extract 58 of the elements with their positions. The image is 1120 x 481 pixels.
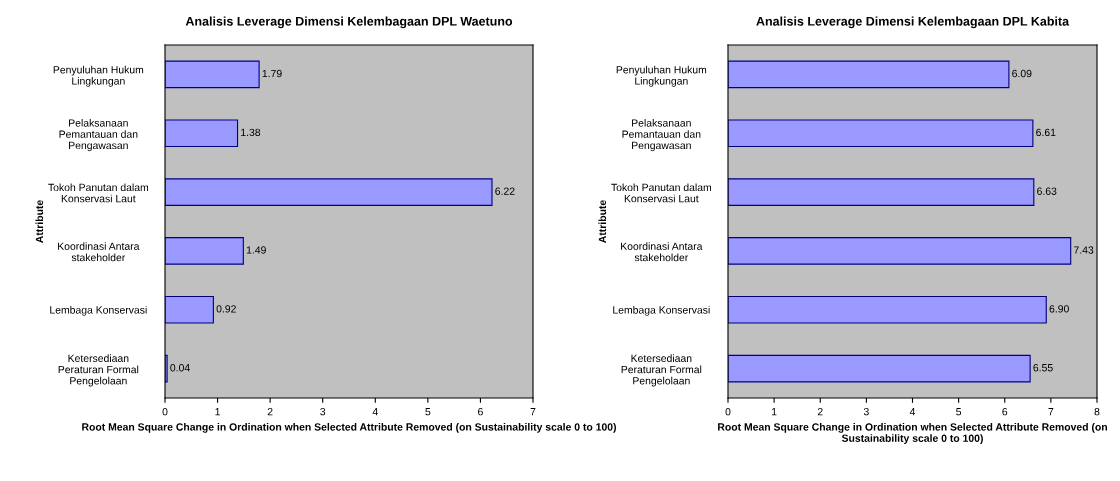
data-label: 1.49 (246, 246, 266, 254)
bar (728, 237, 1072, 265)
bar (728, 60, 1010, 89)
y-tick-label: Pelaksanaan Pemantauan dan Pengawasan (59, 119, 138, 152)
x-tick-label: 0 (725, 408, 731, 416)
y-tick-label: Pelaksanaan Pemantauan dan Pengawasan (622, 119, 701, 152)
bar (728, 178, 1035, 206)
x-tick-label: 2 (817, 408, 823, 416)
y-tick-label: Tokoh Panutan dalam Konservasi Laut (611, 183, 712, 203)
x-tick-label: 7 (1048, 408, 1054, 416)
bar (728, 119, 1034, 148)
data-label: 6.90 (1049, 305, 1069, 313)
y-tick-label: Lembaga Konservasi (50, 305, 147, 316)
x-tick-label: 1 (215, 408, 220, 416)
bar (728, 354, 1031, 383)
bar (165, 237, 244, 265)
bar (728, 295, 1047, 324)
y-tick-label: Lembaga Konservasi (613, 305, 710, 316)
x-tick-label: 3 (320, 408, 326, 416)
x-tick-label: 5 (425, 408, 431, 416)
data-label: 6.22 (495, 187, 515, 195)
data-label: 0.92 (216, 305, 236, 313)
x-tick-label: 7 (530, 408, 536, 416)
x-tick-label: 6 (1002, 408, 1008, 416)
bar (165, 178, 493, 206)
data-label: 0.04 (170, 364, 190, 372)
y-tick-label: Penyuluhan Hukum Lingkungan (616, 65, 707, 87)
data-label: 1.79 (262, 69, 282, 78)
y-axis-title: Attribute (35, 200, 44, 243)
bar (165, 119, 239, 148)
y-tick-label: Penyuluhan Hukum Lingkungan (53, 65, 144, 87)
y-tick-label: Koordinasi Antara stakeholder (58, 242, 140, 262)
x-tick-label: 1 (772, 408, 777, 416)
data-label: 6.09 (1012, 69, 1032, 78)
x-tick-label: 0 (162, 408, 168, 416)
x-axis-title: Root Mean Square Change in Ordination when Selected Attribute Removed (on Sustainability scale 0 to 100) (718, 422, 1107, 444)
bar (165, 295, 214, 324)
x-tick-label: 4 (372, 408, 378, 416)
x-tick-label: 6 (478, 408, 483, 416)
y-tick-label: Koordinasi Antara stakeholder (621, 242, 703, 262)
x-tick-label: 3 (863, 408, 869, 416)
x-tick-label: 8 (1094, 408, 1100, 416)
y-tick-label: Ketersediaan Peraturan Formal Pengelolaan (58, 354, 139, 387)
chart-title: Analisis Leverage Dimensi Kelembagaan DPL Kabita (756, 16, 1070, 29)
data-label: 6.61 (1036, 128, 1056, 137)
bar (165, 60, 260, 89)
data-label: 7.43 (1074, 246, 1094, 254)
y-tick-label: Tokoh Panutan dalam Konservasi Laut (48, 183, 149, 203)
y-tick-label: Ketersediaan Peraturan Formal Pengelolaan (621, 354, 702, 387)
y-axis-title: Attribute (598, 200, 607, 243)
data-label: 6.55 (1033, 364, 1053, 372)
x-axis-title: Root Mean Square Change in Ordination when Selected Attribute Removed (on Sustainability scale 0 to 100) (82, 422, 616, 433)
data-label: 6.63 (1037, 187, 1057, 195)
x-tick-label: 5 (956, 408, 962, 416)
chart-title: Analisis Leverage Dimensi Kelembagaan DPL Waetuno (185, 16, 513, 29)
x-tick-label: 2 (267, 408, 273, 416)
data-label: 1.38 (241, 128, 261, 137)
x-tick-label: 4 (909, 408, 916, 416)
